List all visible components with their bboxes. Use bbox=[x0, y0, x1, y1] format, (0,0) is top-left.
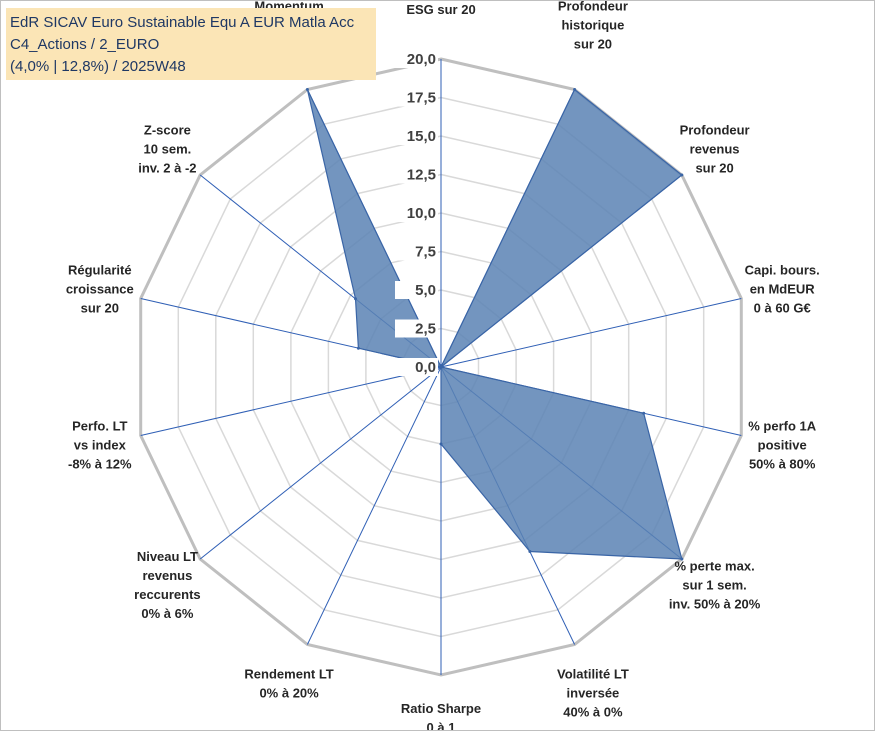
tick-label-bg bbox=[395, 50, 438, 68]
axis-label-line: % perfo 1A bbox=[748, 418, 817, 433]
series-point bbox=[439, 365, 443, 369]
tick-label: 5,0 bbox=[415, 282, 436, 299]
axis-label-line: Capi. bours. bbox=[745, 263, 820, 278]
axis-label-line: 40% à 0% bbox=[563, 704, 623, 719]
title-category: C4_Actions / 2_EURO bbox=[10, 36, 160, 53]
chart-title-box: EdR SICAV Euro Sustainable Equ A EUR Mat… bbox=[6, 8, 376, 80]
axis-label: Z-score 10 sem. inv. 2 à -2 bbox=[138, 122, 196, 175]
axis-label-line: positive bbox=[758, 437, 807, 452]
series-point bbox=[439, 442, 443, 446]
axis-label-line: sur 20 bbox=[81, 301, 119, 316]
series-point bbox=[305, 88, 309, 91]
axis-label: Régularité croissance sur 20 bbox=[66, 263, 134, 316]
axis-label-line: sur 20 bbox=[695, 160, 733, 175]
axis-label: Profondeur revenus sur 20 bbox=[680, 122, 750, 175]
series-point bbox=[354, 297, 357, 301]
tick-label: 12,5 bbox=[407, 167, 436, 184]
tick-label-bg bbox=[395, 242, 438, 261]
series-point bbox=[528, 550, 532, 553]
title-stats-week: (4,0% | 12,8%) / 2025W48 bbox=[10, 58, 186, 75]
axis-label-line: sur 1 sem. bbox=[682, 578, 746, 593]
tick-label-bg bbox=[395, 281, 438, 299]
axis-label-line: Ratio Sharpe bbox=[401, 701, 481, 716]
series-point bbox=[680, 557, 684, 561]
axis-label-line: 0% à 6% bbox=[141, 606, 193, 621]
tick-label-bg bbox=[395, 204, 438, 222]
title-fund-name: EdR SICAV Euro Sustainable Equ A EUR Mat… bbox=[10, 14, 355, 31]
axis-label-line: Volatilité LT bbox=[557, 666, 629, 681]
axis-label: % perte max. sur 1 sem. inv. 50% à 20% bbox=[669, 559, 761, 612]
axis-label-line: revenus bbox=[690, 141, 740, 156]
axis-label: Volatilité LT inversée 40% à 0% bbox=[557, 666, 629, 719]
axis-label-line: vs index bbox=[74, 437, 127, 452]
axis-label-line: inversée bbox=[567, 685, 620, 700]
tick-label: 17,5 bbox=[407, 90, 436, 107]
axis-label-line: Perfo. LT bbox=[72, 418, 127, 433]
axis-label-line: croissance bbox=[66, 282, 134, 297]
tick-label-bg bbox=[395, 88, 438, 107]
axis-label: % perfo 1A positive 50% à 80% bbox=[748, 418, 817, 471]
axis-label: Niveau LT revenus reccurents 0% à 6% bbox=[134, 549, 200, 621]
axis-label-line: Z-score bbox=[144, 122, 191, 137]
axis-label-line: Rendement LT bbox=[244, 666, 333, 681]
axis-spoke bbox=[440, 298, 742, 368]
axis-label-line: inv. 2 à -2 bbox=[138, 160, 196, 175]
tick-label: 7,5 bbox=[415, 244, 436, 261]
axis-spoke bbox=[306, 366, 442, 645]
tick-label: 0,0 bbox=[415, 359, 436, 376]
tick-label-bg bbox=[395, 127, 438, 145]
axis-label-line: en MdEUR bbox=[750, 282, 816, 297]
series-point bbox=[356, 346, 360, 350]
axis-label-line: 10 sem. bbox=[144, 141, 192, 156]
axis-label-line: historique bbox=[561, 18, 624, 33]
axis-label-line: 0 à 1 bbox=[427, 720, 456, 730]
radar-series bbox=[305, 88, 684, 561]
tick-label: 20,0 bbox=[407, 51, 436, 68]
axis-label: Rendement LT 0% à 20% bbox=[244, 666, 333, 700]
axis-label-line: inv. 50% à 20% bbox=[669, 597, 761, 612]
axis-label-line: reccurents bbox=[134, 587, 200, 602]
radar-tick-labels: 0,0 2,5 5,0 7,5 10,0 12,5 15,0 17,5 20,0 bbox=[395, 50, 438, 376]
tick-label: 15,0 bbox=[407, 128, 436, 145]
axis-label-line: Profondeur bbox=[680, 122, 750, 137]
axis-label: Perfo. LT vs index -8% à 12% bbox=[68, 418, 132, 471]
axis-label-line: 0% à 20% bbox=[259, 685, 319, 700]
axis-label-line: Profondeur bbox=[558, 1, 628, 14]
tick-label-bg bbox=[395, 358, 438, 376]
series-point bbox=[642, 411, 646, 415]
series-point bbox=[573, 88, 577, 91]
tick-label-bg bbox=[395, 165, 438, 184]
tick-label-bg bbox=[395, 319, 438, 338]
axis-label-line: 0 à 60 G€ bbox=[754, 301, 811, 316]
axis-spoke bbox=[199, 366, 442, 560]
axis-label-line: revenus bbox=[142, 568, 192, 583]
series-point bbox=[680, 173, 684, 177]
axis-label-line: ESG sur 20 bbox=[406, 2, 475, 17]
tick-label: 2,5 bbox=[415, 321, 436, 338]
axis-spoke bbox=[140, 366, 442, 436]
tick-label: 10,0 bbox=[407, 205, 436, 222]
series-area bbox=[306, 88, 683, 560]
axis-label-line: Régularité bbox=[68, 263, 132, 278]
axis-label-line: Niveau LT bbox=[137, 549, 198, 564]
axis-label-line: sur 20 bbox=[574, 37, 612, 52]
axis-label: Capi. bours. en MdEUR 0 à 60 G€ bbox=[745, 263, 820, 316]
axis-label: Profondeur historique sur 20 bbox=[558, 1, 628, 52]
axis-label: NoteESG sur 20 bbox=[406, 1, 475, 17]
axis-label-line: 50% à 80% bbox=[749, 456, 816, 471]
axis-label: Ratio Sharpe 0 à 1 bbox=[401, 701, 481, 730]
axis-label-line: % perte max. bbox=[674, 559, 754, 574]
axis-label-line: -8% à 12% bbox=[68, 456, 132, 471]
